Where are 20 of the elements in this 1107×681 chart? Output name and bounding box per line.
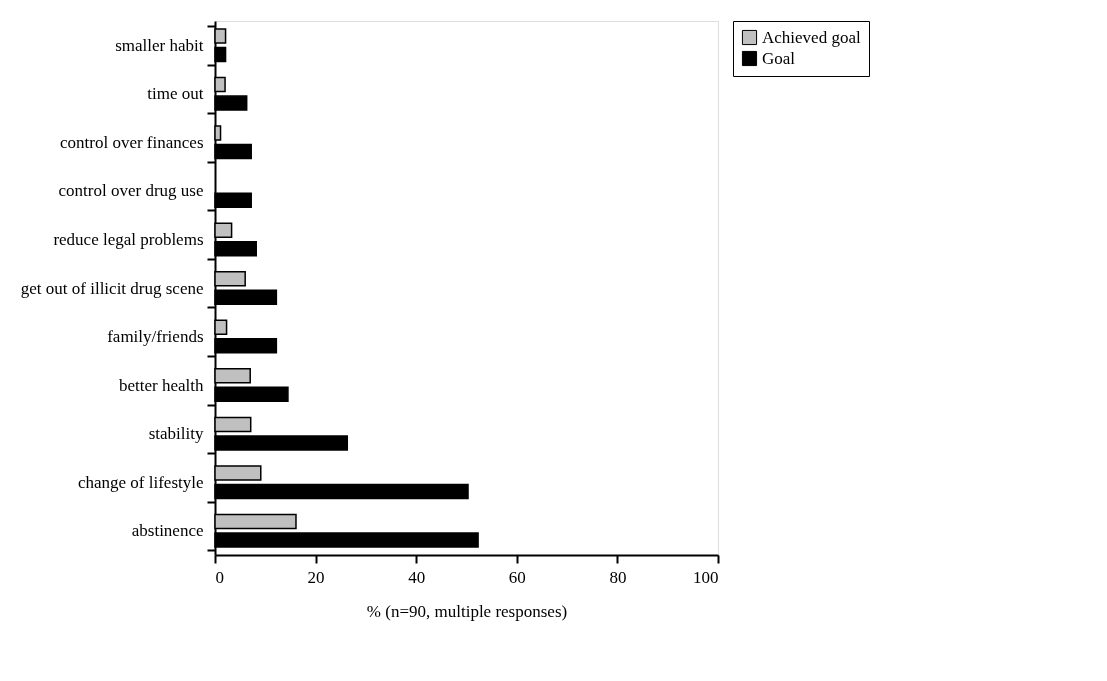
x-tick-label: 80 <box>609 567 627 587</box>
x-tick-label: 100 <box>693 567 719 587</box>
x-tick-label: 20 <box>307 567 325 587</box>
y-tick-label: change of lifestyle <box>77 472 204 492</box>
y-tick-label: time out <box>147 84 204 104</box>
x-tick-label: 40 <box>408 567 426 587</box>
y-tick-label: better health <box>119 375 204 395</box>
y-tick-label: smaller habit <box>115 35 204 55</box>
y-tick-label: control over finances <box>60 132 204 152</box>
x-tick-label: 0 <box>215 567 224 587</box>
y-tick-label: stability <box>148 424 204 444</box>
legend-label: Achieved goal <box>762 27 861 47</box>
x-axis-title: % (n=90, multiple responses) <box>366 601 568 621</box>
y-tick-label: family/friends <box>107 327 204 347</box>
y-tick-label: get out of illicit drug scene <box>20 278 204 298</box>
y-tick-label: reduce legal problems <box>53 229 204 249</box>
y-tick-label: control over drug use <box>58 181 204 201</box>
legend-label: Goal <box>762 48 796 68</box>
y-tick-label: abstinence <box>131 521 204 541</box>
x-tick-label: 60 <box>508 567 526 587</box>
